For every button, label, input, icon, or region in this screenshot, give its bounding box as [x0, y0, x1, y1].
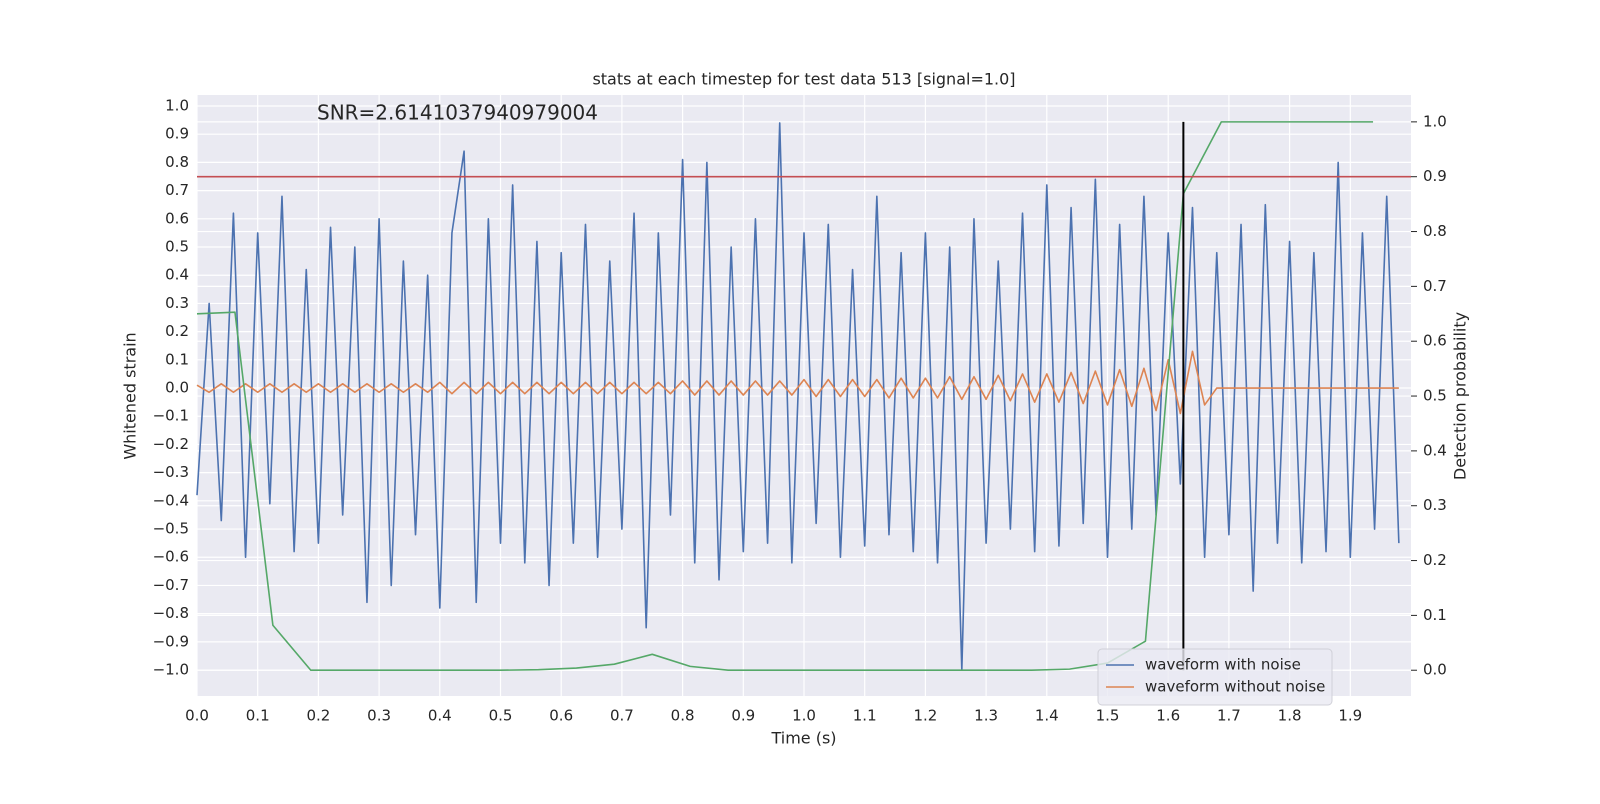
- y-tick-label: −0.8: [153, 604, 189, 622]
- y-tick-label: −0.3: [153, 463, 189, 481]
- x-tick-label: 1.2: [913, 707, 937, 725]
- y-tick-label: 0.0: [165, 379, 189, 397]
- y-tick-label: 0.4: [165, 266, 189, 284]
- x-tick-label: 0.6: [549, 707, 573, 725]
- legend-label: waveform with noise: [1145, 656, 1301, 674]
- marks: [196, 121, 1411, 672]
- x-tick-label: 1.5: [1096, 707, 1120, 725]
- y2-tick-label: 0.6: [1423, 332, 1447, 350]
- y-tick-label: 1.0: [165, 96, 189, 114]
- y2-tick-label: 0.8: [1423, 222, 1447, 240]
- y-tick-label: 0.9: [165, 125, 189, 143]
- legend-box: [1097, 648, 1333, 706]
- y-tick-label: −0.5: [153, 520, 189, 538]
- y-tick-label: 0.8: [165, 153, 189, 171]
- y-axis-label: Whitened strain: [121, 332, 140, 459]
- x-tick-label: 0.9: [731, 707, 755, 725]
- y-tick-label: 0.1: [165, 350, 189, 368]
- y-tick-label: −0.4: [153, 491, 189, 509]
- x-tick-label: 0.3: [367, 707, 391, 725]
- y-tick-label: 0.6: [165, 209, 189, 227]
- x-tick-label: 1.9: [1338, 707, 1362, 725]
- x-tick-label: 1.0: [792, 707, 816, 725]
- x-tick-label: 1.3: [974, 707, 998, 725]
- y-tick-label: 0.3: [165, 294, 189, 312]
- chart-title: stats at each timestep for test data 513…: [592, 70, 1015, 89]
- x-tick-label: 0.7: [610, 707, 634, 725]
- y2-tick-label: 0.3: [1423, 496, 1447, 514]
- series-line: [196, 122, 1400, 671]
- x-tick-label: 0.0: [185, 707, 209, 725]
- y2-tick-label: 1.0: [1423, 112, 1447, 130]
- y-tick-label: −1.0: [153, 661, 189, 679]
- y2-tick-label: 0.0: [1423, 661, 1447, 679]
- series-line: [196, 121, 1374, 672]
- y2-tick-label: 0.5: [1423, 387, 1447, 405]
- y-tick-label: −0.2: [153, 435, 189, 453]
- x-tick-label: 1.4: [1035, 707, 1059, 725]
- x-tick-label: 0.8: [671, 707, 695, 725]
- y2-axis-label: Detection probability: [1451, 312, 1470, 480]
- y-tick-label: −0.1: [153, 407, 189, 425]
- y2-tick-label: 0.2: [1423, 551, 1447, 569]
- x-tick-label: 1.8: [1278, 707, 1302, 725]
- legend-label: waveform without noise: [1145, 678, 1325, 696]
- y-tick-label: −0.6: [153, 548, 189, 566]
- y2-tick-label: 0.7: [1423, 277, 1447, 295]
- x-axis-label: Time (s): [770, 729, 836, 748]
- y-tick-label: −0.7: [153, 576, 189, 594]
- x-tick-label: 0.4: [428, 707, 452, 725]
- x-tick-label: 1.6: [1156, 707, 1180, 725]
- y-tick-label: 0.5: [165, 238, 189, 256]
- y2-tick-label: 0.9: [1423, 167, 1447, 185]
- y2-tick-label: 0.4: [1423, 441, 1447, 459]
- annotation: SNR=2.6141037940979004: [317, 101, 598, 125]
- series-line: [196, 350, 1399, 415]
- legend: waveform with noise waveform without nois…: [1097, 648, 1333, 706]
- x-tick-label: 1.7: [1217, 707, 1241, 725]
- y2-tick-label: 0.1: [1423, 606, 1447, 624]
- y-tick-label: 0.7: [165, 181, 189, 199]
- y-tick-label: 0.2: [165, 322, 189, 340]
- x-tick-label: 0.1: [246, 707, 270, 725]
- x-tick-label: 0.5: [489, 707, 513, 725]
- x-tick-label: 0.2: [306, 707, 330, 725]
- x-tick-label: 1.1: [853, 707, 877, 725]
- y-tick-label: −0.9: [153, 632, 189, 650]
